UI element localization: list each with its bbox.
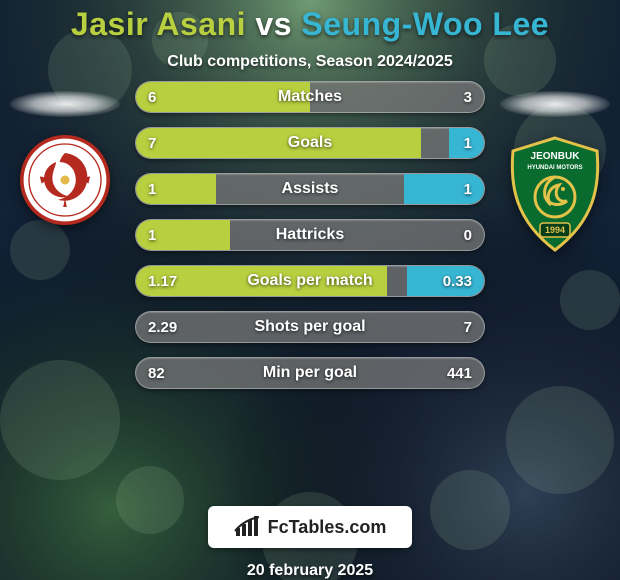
svg-text:1994: 1994: [545, 225, 565, 235]
page-title: Jasir Asani vs Seung-Woo Lee: [71, 6, 549, 43]
date-label: 20 february 2025: [247, 562, 373, 580]
stat-value-left: 2.29: [148, 312, 177, 342]
svg-text:HYUNDAI MOTORS: HYUNDAI MOTORS: [527, 165, 582, 171]
stat-fill-left: [136, 220, 230, 250]
stat-bar: 11Assists: [135, 173, 485, 205]
halo-right: [500, 91, 610, 117]
club-right-crest: JEONBUK HYUNDAI MOTORS 1994: [505, 135, 605, 253]
club-right: JEONBUK HYUNDAI MOTORS 1994: [500, 91, 610, 253]
stat-bars: 63Matches 71Goals 11Assists 10Hattricks 1.17…: [135, 81, 485, 389]
stat-value-left: 82: [148, 358, 165, 388]
player2-name: Seung-Woo Lee: [301, 6, 549, 42]
stat-value-right: 3: [464, 82, 472, 112]
brand-icon: [234, 516, 260, 538]
stat-fill-right: [449, 128, 484, 158]
stat-bar: 71Goals: [135, 127, 485, 159]
club-left-crest: [20, 135, 110, 225]
stat-value-right: 7: [464, 312, 472, 342]
stat-fill-left: [136, 266, 387, 296]
brand-text: FcTables.com: [268, 517, 387, 538]
stat-label: Shots per goal: [136, 312, 484, 342]
stat-fill-left: [136, 82, 310, 112]
stat-fill-left: [136, 174, 216, 204]
comparison-arena: JEONBUK HYUNDAI MOTORS 1994 63Matches 71G…: [0, 71, 620, 496]
stat-bar: 10Hattricks: [135, 219, 485, 251]
stat-bar: 1.170.33Goals per match: [135, 265, 485, 297]
stat-value-right: 0: [464, 220, 472, 250]
club-left: [10, 91, 120, 225]
stat-fill-right: [407, 266, 484, 296]
stat-bar: 82 441Min per goal: [135, 357, 485, 389]
svg-text:JEONBUK: JEONBUK: [531, 151, 581, 162]
stat-value-right: 441: [447, 358, 472, 388]
stat-fill-right: [404, 174, 484, 204]
brand-badge: FcTables.com: [208, 506, 413, 548]
stat-fill-left: [136, 128, 421, 158]
stat-label: Min per goal: [136, 358, 484, 388]
subtitle: Club competitions, Season 2024/2025: [167, 53, 452, 71]
halo-left: [10, 91, 120, 117]
player1-name: Jasir Asani: [71, 6, 246, 42]
vs-label: vs: [255, 6, 292, 42]
stat-bar: 63Matches: [135, 81, 485, 113]
stat-bar: 2.29 7Shots per goal: [135, 311, 485, 343]
